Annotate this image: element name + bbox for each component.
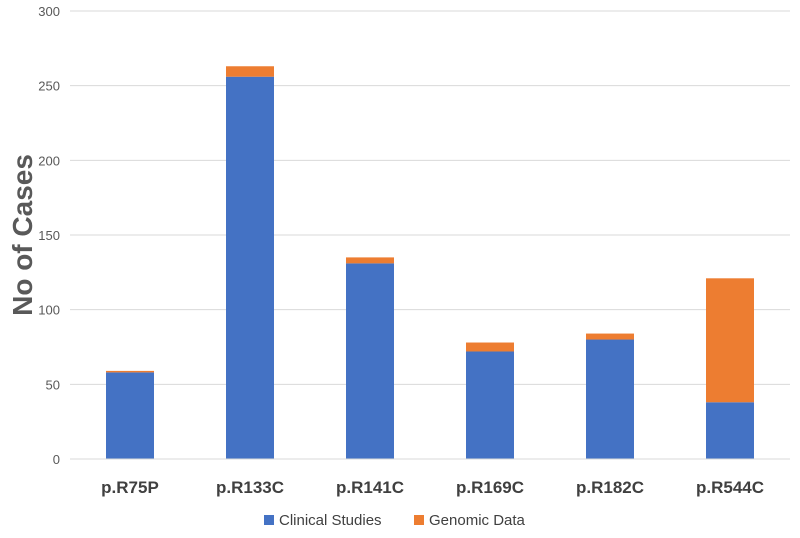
y-axis-label: No of Cases — [7, 154, 38, 316]
y-tick-label: 0 — [53, 452, 60, 467]
legend: Clinical Studies Genomic Data — [264, 512, 526, 529]
x-axis-categories: p.R75P p.R133C p.R141C p.R169C p.R182C p.R544… — [101, 478, 764, 497]
legend-label: Clinical Studies — [279, 512, 382, 529]
bar-segment — [106, 370, 154, 373]
bar-segment — [346, 257, 394, 264]
y-tick-label: 250 — [38, 79, 60, 94]
bar-segment — [466, 351, 514, 459]
x-category-label: p.R133C — [216, 478, 284, 497]
y-tick-label: 200 — [38, 153, 60, 168]
bar-segment — [706, 278, 754, 403]
legend-swatch — [264, 515, 274, 525]
legend-label: Genomic Data — [429, 512, 526, 529]
bar-segment — [346, 263, 394, 459]
y-tick-label: 300 — [38, 4, 60, 19]
gridlines — [70, 10, 790, 385]
x-category-label: p.R182C — [576, 478, 644, 497]
legend-swatch — [414, 515, 424, 525]
bar-segment — [226, 76, 274, 459]
bar-segment — [106, 372, 154, 459]
x-category-label: p.R141C — [336, 478, 404, 497]
bar-segment — [586, 339, 634, 459]
bars — [106, 66, 754, 459]
y-tick-label: 100 — [38, 303, 60, 318]
y-tick-label: 50 — [46, 377, 60, 392]
x-category-label: p.R169C — [456, 478, 524, 497]
x-category-label: p.R75P — [101, 478, 159, 497]
y-tick-label: 150 — [38, 228, 60, 243]
bar-segment — [586, 333, 634, 340]
bar-segment — [466, 342, 514, 352]
x-category-label: p.R544C — [696, 478, 764, 497]
y-axis-ticks: 0 50 100 150 200 250 300 — [38, 4, 60, 467]
bar-segment — [706, 402, 754, 459]
bar-segment — [226, 66, 274, 77]
